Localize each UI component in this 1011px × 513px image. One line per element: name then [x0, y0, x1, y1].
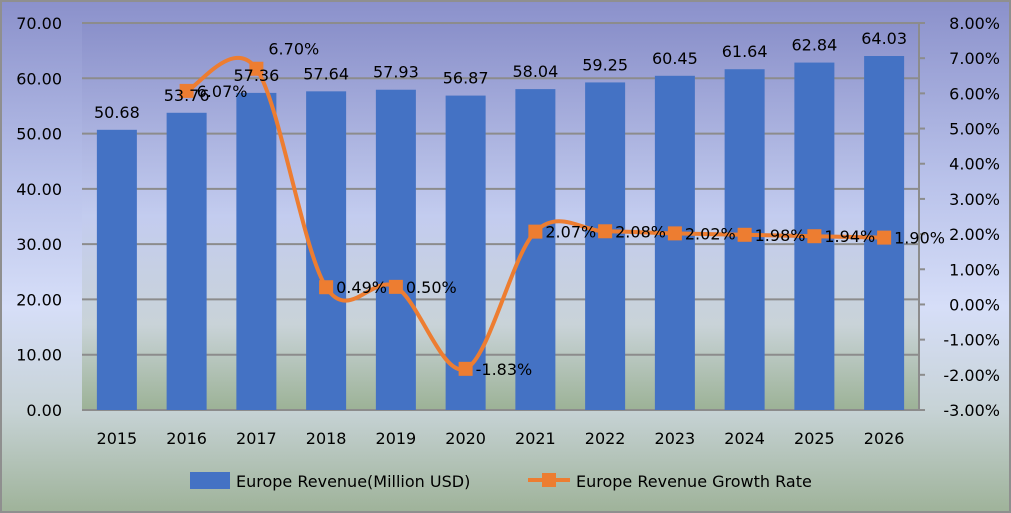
y-left-tick-label: 40.00 — [16, 180, 62, 199]
growth-value-label: 0.49% — [336, 278, 387, 297]
bar-value-label: 60.45 — [652, 49, 698, 68]
x-tick-label: 2024 — [724, 429, 765, 448]
legend: Europe Revenue(Million USD) Europe Reven… — [190, 472, 812, 491]
growth-marker-2024 — [737, 227, 752, 242]
plot-area — [82, 23, 919, 410]
growth-value-label: 2.02% — [685, 224, 736, 243]
legend-label-growth: Europe Revenue Growth Rate — [576, 472, 812, 491]
y-right-tick-label: 3.00% — [949, 190, 1000, 209]
x-tick-label: 2015 — [97, 429, 138, 448]
bar-2023 — [654, 75, 695, 411]
x-tick-label: 2026 — [864, 429, 905, 448]
x-tick-label: 2016 — [166, 429, 207, 448]
bar-value-label: 58.04 — [512, 62, 558, 81]
growth-marker-2020 — [458, 361, 473, 376]
growth-marker-2018 — [319, 280, 334, 295]
y-right-tick-label: 7.00% — [949, 49, 1000, 68]
bar-value-label: 53.76 — [164, 86, 210, 105]
growth-value-label: 6.07% — [197, 82, 248, 101]
x-tick-label: 2018 — [306, 429, 347, 448]
growth-value-label: 1.90% — [894, 229, 945, 248]
bar-value-label: 57.36 — [233, 66, 279, 85]
growth-value-label: 1.98% — [755, 226, 806, 245]
growth-value-label: 6.70% — [268, 40, 319, 59]
x-tick-label: 2020 — [445, 429, 486, 448]
bar-value-label: 50.68 — [94, 103, 140, 122]
bar-value-label: 64.03 — [861, 29, 907, 48]
x-tick-label: 2017 — [236, 429, 277, 448]
y-right-tick-label: -3.00% — [943, 401, 1000, 420]
y-right-tick-label: 6.00% — [949, 84, 1000, 103]
y-right-tick-label: 5.00% — [949, 120, 1000, 139]
legend-swatch-revenue — [190, 472, 230, 489]
y-right-tick-label: 4.00% — [949, 155, 1000, 174]
y-right-tick-label: 8.00% — [949, 14, 1000, 33]
growth-value-label: 1.94% — [824, 227, 875, 246]
bar-value-label: 57.93 — [373, 63, 419, 82]
growth-value-label: 0.50% — [406, 278, 457, 297]
bar-value-label: 57.64 — [303, 64, 349, 83]
bar-2016 — [166, 112, 207, 410]
bar-value-label: 56.87 — [443, 69, 489, 88]
x-tick-label: 2022 — [585, 429, 626, 448]
y-right-tick-label: 1.00% — [949, 260, 1000, 279]
y-right-tick-label: 0.00% — [949, 295, 1000, 314]
bar-value-label: 61.64 — [722, 42, 768, 61]
growth-value-label: 2.07% — [545, 223, 596, 242]
legend-label-revenue: Europe Revenue(Million USD) — [236, 472, 470, 491]
y-left-tick-label: 50.00 — [16, 125, 62, 144]
growth-value-label: 2.08% — [615, 222, 666, 241]
y-left-tick-label: 10.00 — [16, 346, 62, 365]
bar-2015 — [96, 129, 137, 410]
y-right-tick-label: 2.00% — [949, 225, 1000, 244]
y-left-tick-label: 60.00 — [16, 69, 62, 88]
y-left-tick-label: 70.00 — [16, 14, 62, 33]
x-tick-label: 2019 — [376, 429, 417, 448]
growth-marker-2023 — [667, 226, 682, 241]
x-tick-label: 2021 — [515, 429, 556, 448]
growth-marker-2017 — [249, 61, 264, 76]
bar-value-label: 62.84 — [791, 36, 837, 55]
y-right-tick-label: -1.00% — [943, 331, 1000, 350]
growth-marker-2026 — [877, 230, 892, 245]
y-left-tick-label: 0.00 — [26, 401, 62, 420]
bar-2019 — [375, 89, 416, 410]
growth-marker-2016 — [179, 83, 194, 98]
growth-marker-2022 — [598, 224, 613, 239]
growth-marker-2025 — [807, 229, 822, 244]
bar-value-label: 59.25 — [582, 55, 628, 74]
growth-value-label: -1.83% — [476, 360, 533, 379]
y-left-tick-label: 20.00 — [16, 290, 62, 309]
x-tick-label: 2023 — [655, 429, 696, 448]
growth-marker-2019 — [388, 279, 403, 294]
bar-2017 — [236, 92, 277, 411]
y-right-tick-label: -2.00% — [943, 366, 1000, 385]
x-tick-label: 2025 — [794, 429, 835, 448]
bar-2022 — [585, 82, 626, 411]
y-left-tick-label: 30.00 — [16, 235, 62, 254]
legend-marker-growth — [542, 473, 556, 487]
growth-marker-2021 — [528, 224, 543, 239]
